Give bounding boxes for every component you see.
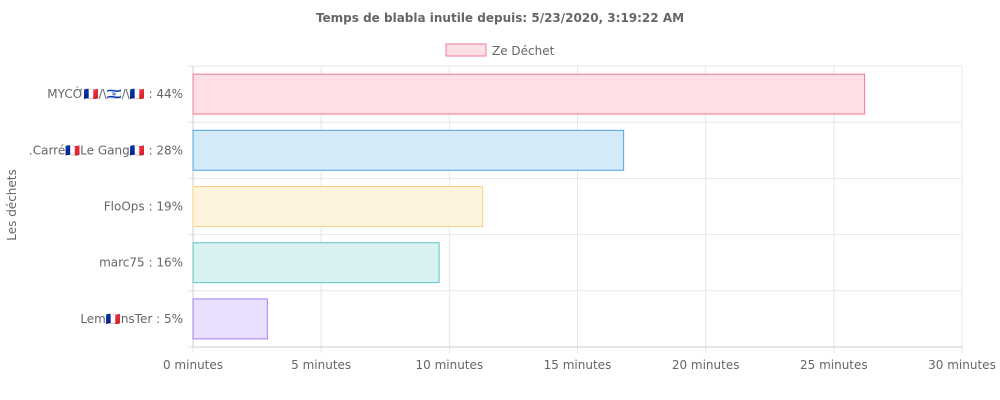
y-category-label: FloOps : 19% [104, 200, 183, 214]
x-tick-label: 25 minutes [800, 358, 868, 372]
bar[interactable] [192, 129, 625, 171]
y-axis-title: Les déchets [5, 169, 19, 240]
bar[interactable] [192, 298, 268, 340]
x-tick-label: 15 minutes [544, 358, 612, 372]
legend[interactable]: Ze Déchet [445, 43, 555, 58]
y-category-label: MYCỜ🇫🇷/\🇮🇱/\🇫🇷 : 44% [47, 86, 183, 101]
y-category-label: Lem🇫🇷nsTer : 5% [80, 312, 183, 326]
y-axis-labels: MYCỜ🇫🇷/\🇮🇱/\🇫🇷 : 44% .Carré🇫🇷Le Gang🇫🇷 : … [29, 86, 183, 326]
x-tick-label: 10 minutes [415, 358, 483, 372]
x-tick-label: 20 minutes [672, 358, 740, 372]
bar[interactable] [192, 186, 484, 227]
y-category-label: .Carré🇫🇷Le Gang🇫🇷 : 28% [29, 143, 183, 157]
y-category-label: marc75 : 16% [99, 256, 183, 270]
x-tick-label: 5 minutes [291, 358, 351, 372]
legend-label[interactable]: Ze Déchet [492, 44, 555, 58]
x-axis-labels: 0 minutes 5 minutes 10 minutes 15 minutes 20… [163, 358, 996, 372]
bar[interactable] [192, 73, 866, 115]
bar[interactable] [192, 242, 440, 284]
x-tick-label: 30 minutes [928, 358, 996, 372]
bars [192, 73, 866, 340]
x-tick-label: 0 minutes [163, 358, 223, 372]
chart-title: Temps de blabla inutile depuis: 5/23/202… [316, 11, 684, 25]
legend-swatch[interactable] [445, 43, 487, 57]
